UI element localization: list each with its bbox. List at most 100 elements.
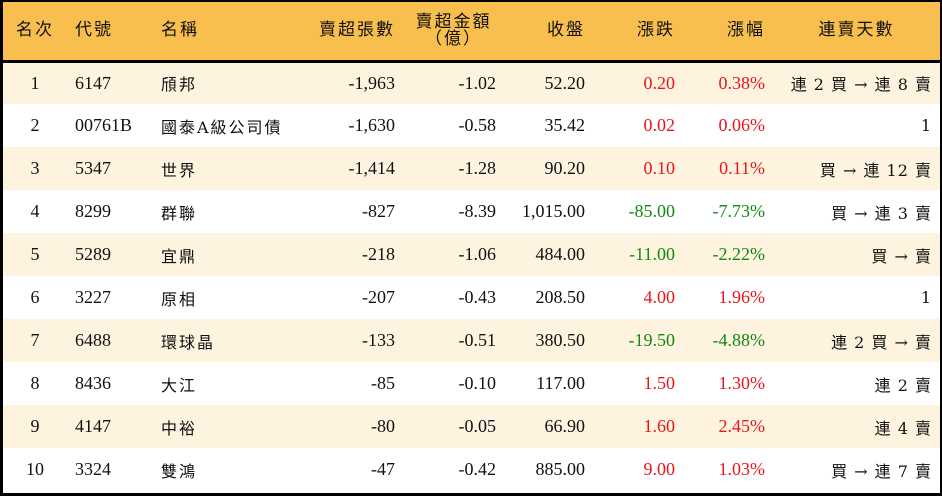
- cell-change-pct: 1.30%: [718, 373, 766, 393]
- cell-name[interactable]: 環球晶: [161, 332, 216, 352]
- cell-close: 66.90: [544, 416, 586, 436]
- cell-net-sell-lots: -1,630: [348, 115, 396, 135]
- cell-close: 1,015.00: [522, 201, 585, 221]
- net-sell-ranking-table: 名次 代號 名稱 賣超張數 賣超金額 （億） 收盤 漲跌 漲幅 連賣天數 1 6…: [3, 2, 940, 491]
- cell-streak: 買 → 連 7 賣: [831, 461, 932, 481]
- cell-code[interactable]: 8436: [75, 373, 111, 393]
- cell-streak: 買 → 賣: [871, 246, 932, 266]
- cell-rank: 9: [30, 416, 40, 436]
- cell-net-sell-lots: -1,414: [348, 158, 396, 178]
- cell-streak: 1: [920, 116, 932, 135]
- cell-net-sell-amount: -0.10: [458, 373, 497, 393]
- header-net-sell-lots[interactable]: 賣超張數: [319, 20, 395, 41]
- header-net-sell-amount-line1: 賣超金額: [415, 11, 492, 32]
- table-row[interactable]: 9 4147 中裕 -80 -0.05 66.90 1.60 2.45% 連 4…: [3, 405, 940, 448]
- cell-code[interactable]: 3227: [75, 287, 111, 307]
- cell-net-sell-lots: -207: [362, 287, 395, 307]
- cell-name[interactable]: 雙鴻: [161, 461, 198, 481]
- header-net-sell-amount-line2: （億）: [425, 28, 482, 49]
- cell-net-sell-lots: -80: [371, 416, 395, 436]
- cell-rank: 1: [30, 72, 40, 93]
- cell-name[interactable]: 頎邦: [161, 75, 198, 95]
- cell-net-sell-lots: -218: [362, 244, 395, 264]
- cell-close: 35.42: [544, 115, 586, 135]
- header-net-sell-amount[interactable]: 賣超金額 （億）: [403, 2, 504, 61]
- cell-change-pct: -2.22%: [712, 244, 766, 264]
- cell-close: 117.00: [536, 373, 585, 393]
- cell-net-sell-amount: -0.05: [458, 416, 497, 436]
- cell-change-pct: 0.38%: [718, 72, 766, 93]
- cell-name[interactable]: 中裕: [161, 418, 198, 438]
- cell-change-pct: -4.88%: [712, 330, 766, 350]
- cell-change-pct: 0.11%: [719, 158, 765, 178]
- cell-name[interactable]: 世界: [161, 160, 198, 180]
- header-name[interactable]: 名稱: [161, 20, 199, 41]
- cell-code[interactable]: 3324: [75, 459, 111, 479]
- cell-net-sell-amount: -0.51: [458, 330, 497, 350]
- header-close[interactable]: 收盤: [547, 20, 585, 41]
- table-row[interactable]: 7 6488 環球晶 -133 -0.51 380.50 -19.50 -4.8…: [3, 319, 940, 362]
- table-row[interactable]: 2 00761B 國泰A級公司債 -1,630 -0.58 35.42 0.02…: [3, 104, 940, 147]
- cell-net-sell-lots: -827: [362, 201, 395, 221]
- cell-streak: 1: [920, 288, 932, 307]
- table-row[interactable]: 5 5289 宜鼎 -218 -1.06 484.00 -11.00 -2.22…: [3, 233, 940, 276]
- header-streak[interactable]: 連賣天數: [818, 20, 895, 41]
- cell-code[interactable]: 8299: [75, 201, 111, 221]
- cell-net-sell-amount: -0.42: [458, 459, 497, 479]
- cell-change: 9.00: [643, 459, 676, 479]
- header-rank[interactable]: 名次: [16, 20, 54, 41]
- cell-change: 0.10: [643, 158, 676, 178]
- cell-change: -19.50: [628, 330, 676, 350]
- cell-name[interactable]: 原相: [161, 289, 198, 309]
- cell-code[interactable]: 6147: [75, 72, 111, 93]
- cell-change: -11.00: [629, 244, 675, 264]
- cell-change-pct: 2.45%: [718, 416, 766, 436]
- cell-net-sell-lots: -85: [371, 373, 395, 393]
- cell-code[interactable]: 4147: [75, 416, 111, 436]
- header-change-pct[interactable]: 漲幅: [727, 20, 765, 41]
- cell-rank: 7: [30, 330, 40, 350]
- cell-net-sell-amount: -1.28: [458, 158, 497, 178]
- table-row[interactable]: 6 3227 原相 -207 -0.43 208.50 4.00 1.96% 1: [3, 276, 940, 319]
- cell-name[interactable]: 大江: [161, 375, 198, 395]
- cell-rank: 6: [30, 287, 40, 307]
- cell-net-sell-amount: -0.43: [458, 287, 497, 307]
- cell-rank: 8: [30, 373, 40, 393]
- cell-code[interactable]: 5289: [75, 244, 111, 264]
- table-row[interactable]: 8 8436 大江 -85 -0.10 117.00 1.50 1.30% 連 …: [3, 362, 940, 405]
- cell-name[interactable]: 宜鼎: [161, 246, 198, 266]
- cell-rank: 5: [30, 244, 40, 264]
- cell-change: 1.50: [643, 373, 676, 393]
- cell-net-sell-amount: -1.02: [458, 72, 497, 93]
- table-row[interactable]: 3 5347 世界 -1,414 -1.28 90.20 0.10 0.11% …: [3, 147, 940, 190]
- header-code[interactable]: 代號: [75, 20, 113, 41]
- cell-close: 484.00: [535, 244, 586, 264]
- cell-net-sell-amount: -0.58: [458, 115, 497, 135]
- cell-name[interactable]: 國泰A級公司債: [161, 117, 283, 137]
- cell-rank: 2: [30, 115, 40, 135]
- cell-net-sell-amount: -8.39: [458, 201, 497, 221]
- cell-streak: 買 → 連 3 賣: [831, 203, 932, 223]
- cell-rank: 3: [30, 158, 40, 178]
- cell-close: 885.00: [535, 459, 586, 479]
- table-row[interactable]: 4 8299 群聯 -827 -8.39 1,015.00 -85.00 -7.…: [3, 190, 940, 233]
- table-row[interactable]: 1 6147 頎邦 -1,963 -1.02 52.20 0.20 0.38% …: [3, 61, 940, 104]
- cell-streak: 連 2 賣: [874, 375, 932, 395]
- cell-change-pct: -7.73%: [712, 201, 766, 221]
- cell-net-sell-lots: -133: [362, 330, 395, 350]
- cell-net-sell-amount: -1.06: [458, 244, 497, 264]
- cell-streak: 連 2 買 → 連 8 賣: [790, 75, 932, 95]
- cell-change-pct: 1.96%: [718, 287, 766, 307]
- cell-name[interactable]: 群聯: [161, 203, 198, 223]
- cell-change: 0.20: [643, 72, 676, 93]
- cell-code[interactable]: 6488: [75, 330, 111, 350]
- cell-close: 208.50: [535, 287, 586, 307]
- cell-code[interactable]: 00761B: [75, 115, 133, 135]
- cell-rank: 4: [30, 201, 40, 221]
- cell-code[interactable]: 5347: [75, 158, 111, 178]
- cell-change-pct: 1.03%: [718, 459, 766, 479]
- cell-change-pct: 0.06%: [718, 115, 766, 135]
- header-change[interactable]: 漲跌: [637, 20, 675, 41]
- table-row[interactable]: 10 3324 雙鴻 -47 -0.42 885.00 9.00 1.03% 買…: [3, 448, 940, 491]
